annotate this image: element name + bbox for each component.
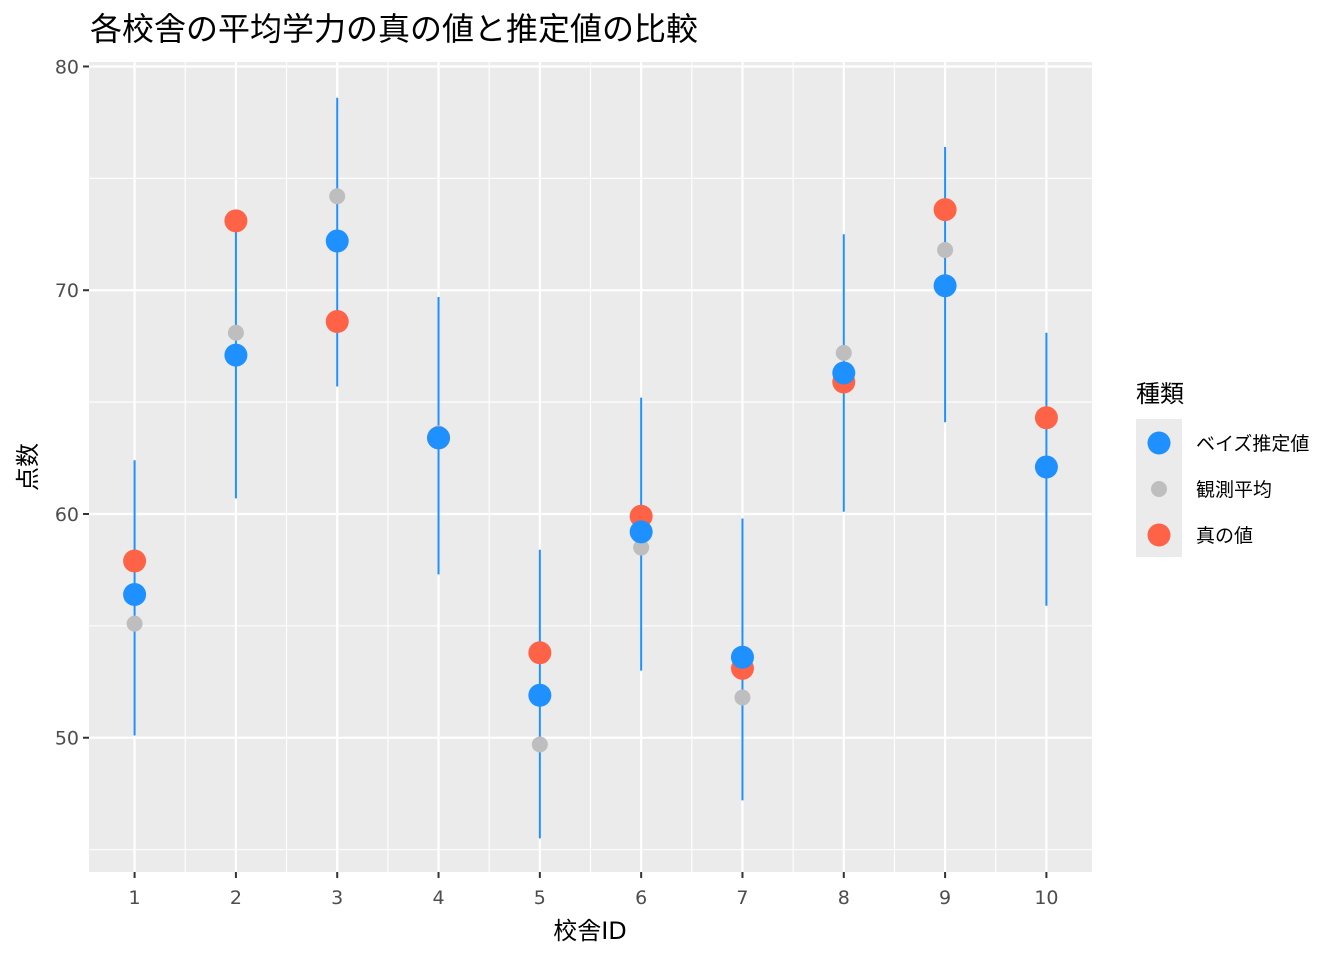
x-tick-label: 7 (736, 887, 748, 909)
data-point (227, 324, 244, 341)
x-tick-label: 8 (838, 887, 850, 909)
data-point (224, 209, 248, 233)
data-point (629, 520, 653, 544)
data-point (224, 343, 248, 367)
x-axis-title: 校舎ID (553, 917, 627, 945)
legend-label: 真の値 (1196, 525, 1253, 547)
legend-key (1147, 523, 1171, 547)
data-point (933, 274, 957, 298)
x-tick-label: 9 (939, 887, 951, 909)
legend-label: ベイズ推定値 (1196, 433, 1309, 455)
grid-lines (89, 62, 1092, 872)
x-tick-label: 3 (331, 887, 343, 909)
chart-title: 各校舎の平均学力の真の値と推定値の比較 (90, 10, 698, 48)
data-point (329, 188, 346, 205)
data-point (531, 736, 548, 753)
data-point (1034, 455, 1058, 479)
legend-label: 観測平均 (1196, 479, 1272, 501)
data-point (937, 241, 954, 258)
x-tick-label: 2 (230, 887, 242, 909)
data-point (730, 645, 754, 669)
data-point (126, 615, 143, 632)
data-point (835, 344, 852, 361)
x-tick-label: 6 (635, 887, 647, 909)
data-point (528, 641, 552, 665)
data-points (123, 188, 1058, 753)
data-point (734, 689, 751, 706)
legend-title: 種類 (1136, 380, 1184, 408)
data-point (427, 426, 451, 450)
data-point (325, 310, 349, 334)
data-point (832, 361, 856, 385)
data-point (528, 683, 552, 707)
y-axis-title: 点数 (14, 443, 42, 491)
y-tick-label: 80 (55, 56, 79, 78)
x-tick-label: 1 (129, 887, 141, 909)
data-point (325, 229, 349, 253)
legend-key (1147, 431, 1171, 455)
data-point (633, 539, 650, 556)
x-tick-label: 10 (1034, 887, 1058, 909)
data-point (123, 549, 147, 573)
legend-key (1151, 481, 1167, 497)
axis-ticks: 50 60 70 80 1 2 3 4 5 6 7 8 9 10 (55, 56, 1059, 909)
data-point (123, 583, 147, 607)
data-point (1034, 406, 1058, 430)
data-point (933, 198, 957, 222)
y-tick-label: 60 (55, 504, 79, 526)
y-tick-label: 50 (55, 728, 79, 750)
x-tick-label: 4 (432, 887, 444, 909)
y-tick-label: 70 (55, 280, 79, 302)
x-tick-label: 5 (534, 887, 546, 909)
